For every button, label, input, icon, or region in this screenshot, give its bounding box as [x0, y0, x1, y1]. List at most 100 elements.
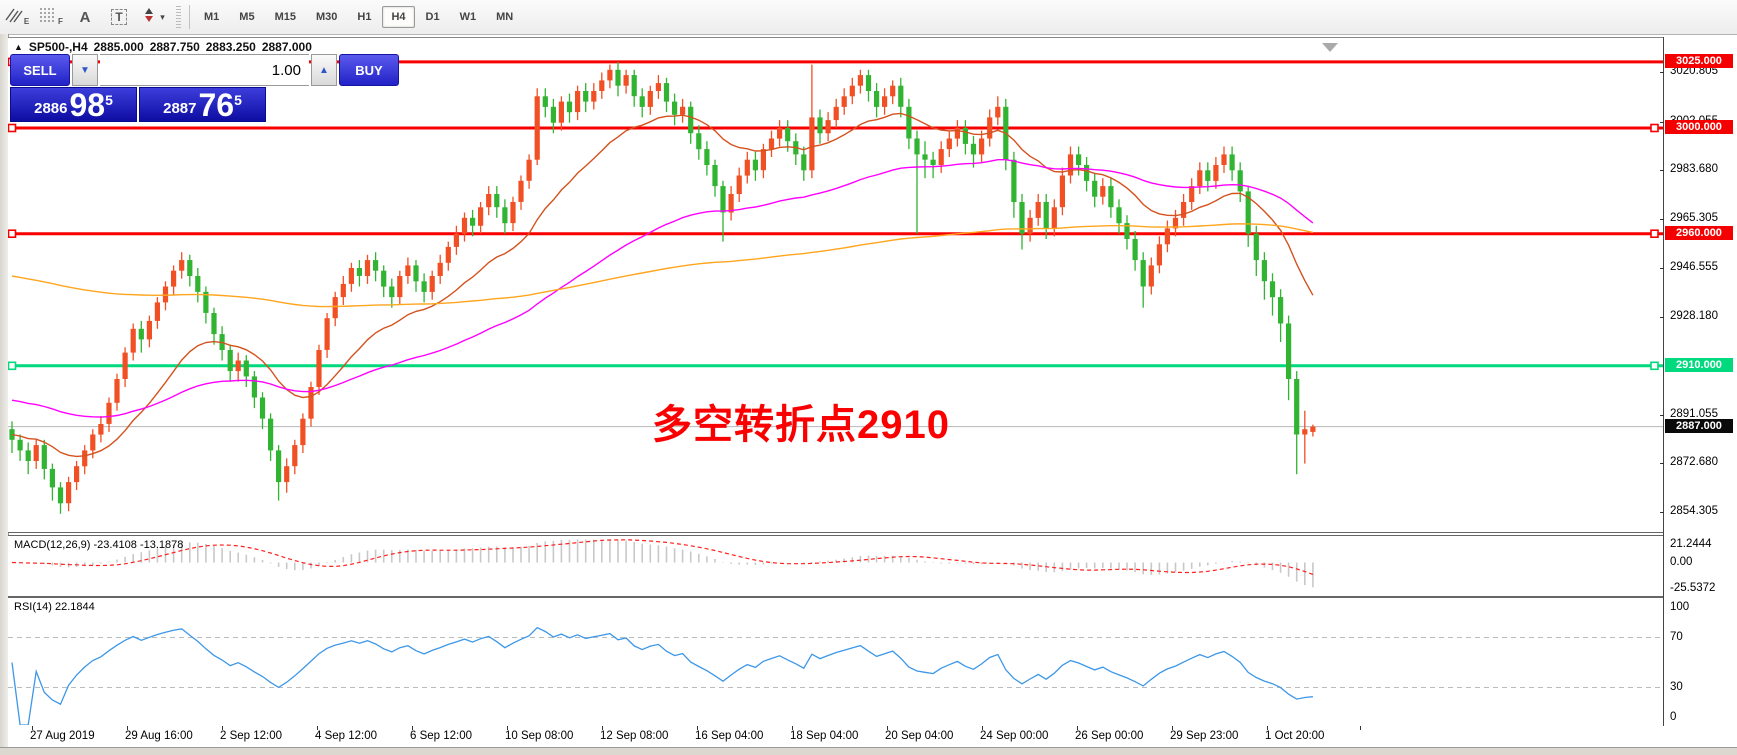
timeframe-button-m1[interactable]: M1 [204, 11, 220, 23]
macd-label: MACD(12,26,9) -23.4108 -13.1878 [14, 539, 184, 551]
axis-tick [1660, 170, 1664, 171]
buy-quote[interactable]: 2887 76 5 [139, 87, 266, 122]
price-tick-label: 2946.555 [1670, 261, 1718, 273]
timeframe-button-mn[interactable]: MN [496, 11, 514, 23]
hline-handle[interactable] [1650, 123, 1659, 133]
price-badge: 2887.000 [1665, 419, 1733, 433]
axis-tick [1660, 463, 1664, 464]
date-label: 10 Sep 08:00 [505, 730, 574, 742]
rsi-scale-label: 0 [1670, 711, 1677, 723]
date-label: 6 Sep 12:00 [410, 730, 473, 742]
volume-up-button[interactable]: ▲ [311, 54, 337, 86]
date-label: 26 Sep 00:00 [1075, 730, 1144, 742]
price-tick-label: 2965.305 [1670, 212, 1718, 224]
text-label-tool-icon: T [111, 9, 127, 25]
bottom-tab-strip [0, 747, 1737, 755]
hline-handle[interactable] [8, 123, 17, 133]
sell-quote[interactable]: 2886 98 5 [10, 87, 137, 122]
price-axis[interactable]: 3020.8053002.0552983.6802965.3052946.555… [1660, 37, 1737, 726]
channel-tool-sub: E [23, 17, 30, 26]
axis-tick [1660, 72, 1664, 73]
buy-price-prefix: 2887 [163, 100, 197, 118]
timeframe-button-w1[interactable]: W1 [459, 11, 477, 23]
date-label: 29 Sep 23:00 [1170, 730, 1239, 742]
axis-tick [1660, 268, 1664, 269]
axis-tick [1660, 122, 1664, 123]
fibonacci-tool-sub: F [58, 17, 63, 26]
price-tick-label: 2872.680 [1670, 456, 1718, 468]
price-tick-label: 3020.805 [1670, 65, 1718, 77]
hline-handle[interactable] [8, 229, 17, 238]
chart-text-annotation[interactable]: 多空转折点2910 [652, 403, 950, 447]
rsi-scale-label: 100 [1670, 601, 1690, 613]
buy-price-sup: 5 [234, 92, 242, 108]
date-tick [127, 726, 128, 730]
buy-price-big: 76 [198, 86, 235, 123]
timeframe-button-m15[interactable]: M15 [274, 11, 296, 23]
volume-down-button[interactable]: ▼ [72, 54, 98, 86]
toolbar-separator [189, 5, 190, 29]
date-tick [697, 726, 698, 730]
date-label: 4 Sep 12:00 [315, 730, 378, 742]
price-badge: 3000.000 [1665, 120, 1733, 134]
timeframe-button-d1[interactable]: D1 [425, 11, 440, 23]
sell-button[interactable]: SELL [10, 54, 70, 86]
price-tick-label: 2891.055 [1670, 408, 1718, 420]
date-label: 16 Sep 04:00 [695, 730, 764, 742]
chart-shift-marker-icon[interactable] [1322, 43, 1338, 52]
date-label: 20 Sep 04:00 [885, 730, 954, 742]
date-tick [792, 726, 793, 730]
hline-handle[interactable] [1650, 361, 1659, 371]
symbol-expand-icon[interactable]: ▲ [14, 42, 23, 52]
text-tool-button[interactable]: A [71, 3, 99, 31]
date-tick [887, 726, 888, 730]
date-tick [982, 726, 983, 730]
bar-close: 2887.000 [261, 40, 312, 54]
axis-tick [1660, 317, 1664, 318]
arrows-tool-button[interactable]: ▾ [139, 3, 167, 31]
volume-input[interactable] [100, 54, 309, 86]
date-label: 2 Sep 12:00 [220, 730, 283, 742]
macd-panel: MACD(12,26,9) -23.4108 -13.1878 [8, 535, 1663, 597]
rsi-label: RSI(14) 22.1844 [14, 601, 95, 613]
date-tick [222, 726, 223, 730]
macd-canvas[interactable] [8, 536, 1663, 594]
text-label-tool-button[interactable]: T [105, 3, 133, 31]
date-label: 12 Sep 08:00 [600, 730, 669, 742]
channel-tool-button[interactable]: E [3, 3, 31, 31]
date-label: 18 Sep 04:00 [790, 730, 859, 742]
timeframe-button-m30[interactable]: M30 [315, 11, 338, 23]
mid-smoothed-ma [11, 158, 1314, 418]
bar-high: 2887.750 [149, 40, 200, 54]
hline-handle[interactable] [8, 361, 17, 371]
timeframe-button-m5[interactable]: M5 [239, 11, 255, 23]
rsi-line [11, 626, 1313, 726]
date-tick [602, 726, 603, 730]
arrows-tool-icon [141, 7, 157, 28]
one-click-trade-panel: SELL ▼ ▲ BUY 2886 98 5 2887 76 5 [10, 54, 399, 122]
date-axis[interactable]: 27 Aug 2019 29 Aug 16:00 2 Sep 12:00 4 Sep … [8, 726, 1663, 747]
buy-button[interactable]: BUY [339, 54, 399, 86]
price-badge: 2910.000 [1665, 358, 1733, 372]
date-tick [1172, 726, 1173, 730]
slow-smoothed-ma [11, 223, 1314, 308]
text-tool-icon: A [79, 8, 91, 26]
rsi-panel: RSI(14) 22.1844 [8, 597, 1663, 728]
timeframe-button-h1[interactable]: H1 [357, 11, 372, 23]
macd-scale-label: 21.2444 [1670, 538, 1712, 550]
price-badge: 3025.000 [1665, 54, 1733, 68]
date-tick [412, 726, 413, 730]
hline-handle[interactable] [1650, 229, 1659, 238]
channel-tool-icon [5, 7, 23, 28]
date-tick [1360, 726, 1361, 730]
rsi-scale-label: 30 [1670, 680, 1683, 693]
timeframe-button-h4[interactable]: H4 [382, 6, 415, 28]
rsi-canvas[interactable] [8, 598, 1663, 726]
axis-tick [1660, 512, 1664, 513]
bar-open: 2885.000 [93, 40, 144, 54]
toolbar-drag-handle[interactable] [176, 6, 181, 28]
toolbar: E F A T ▾ M1 M5 M15 M30 H1 H4 D1 W1 MN [0, 0, 1737, 35]
axis-tick [1660, 415, 1664, 416]
fibonacci-tool-button[interactable]: F [37, 3, 65, 31]
